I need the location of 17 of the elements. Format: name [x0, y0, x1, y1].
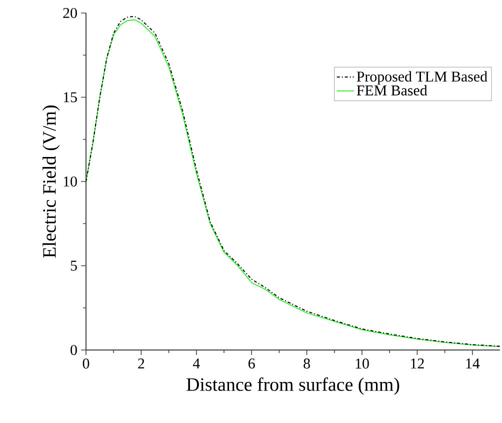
- x-tick-label: 4: [192, 358, 200, 368]
- y-axis-title: Electric Field (V/m): [42, 106, 60, 258]
- y-tick-label: 5: [70, 260, 77, 271]
- x-tick-label: 6: [248, 358, 255, 369]
- y-tick-label: 10: [64, 176, 77, 187]
- x-tick-label: 0: [82, 358, 90, 369]
- x-tick-label: 14: [466, 358, 480, 368]
- x-tick-label: 8: [304, 358, 310, 369]
- x-tick-label: 12: [411, 358, 424, 368]
- y-tick-label: 20: [63, 8, 77, 18]
- legend-label: Proposed TLM Based: [356, 71, 488, 85]
- legend-label: FEM Based: [356, 84, 428, 96]
- x-tick-label: 2: [138, 358, 144, 368]
- y-tick-label: 15: [64, 92, 77, 102]
- x-tick-label: 10: [356, 358, 369, 369]
- y-tick-label: 0: [70, 344, 77, 356]
- x-axis-title: Distance from surface (mm): [186, 377, 400, 395]
